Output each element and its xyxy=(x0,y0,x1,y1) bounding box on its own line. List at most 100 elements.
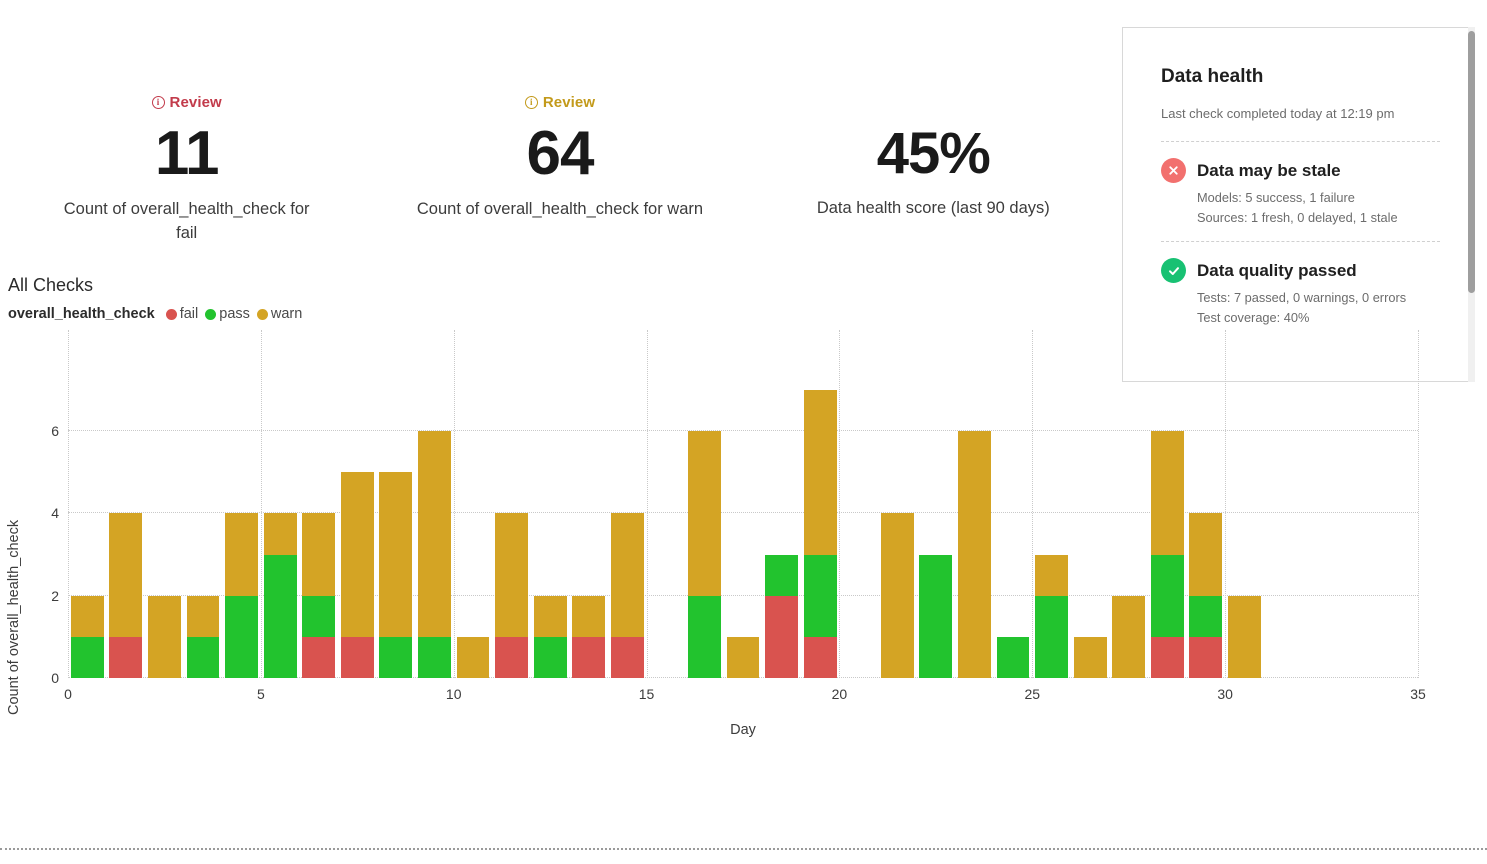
chart-bar-segment-warn[interactable] xyxy=(572,595,606,637)
chart-bar-segment-warn[interactable] xyxy=(688,431,721,596)
chart-bar[interactable] xyxy=(70,595,104,678)
kpi-warn-review-badge[interactable]: i Review xyxy=(524,94,595,111)
data-health-panel: Data health Last check completed today a… xyxy=(1122,27,1474,382)
chart-bar-segment-warn[interactable] xyxy=(1150,431,1184,555)
x-tick-label: 15 xyxy=(638,686,655,702)
chart-bar[interactable] xyxy=(379,472,413,678)
chart-bar[interactable] xyxy=(958,431,991,678)
chart-bar[interactable] xyxy=(919,554,953,678)
chart-bar-segment-fail[interactable] xyxy=(572,636,606,678)
chart-bar-segment-pass[interactable] xyxy=(996,636,1030,678)
chart-bar[interactable] xyxy=(109,513,143,678)
chart-bar-segment-fail[interactable] xyxy=(765,595,798,678)
scrollbar-thumb[interactable] xyxy=(1468,31,1475,293)
chart-bar-segment-fail[interactable] xyxy=(302,636,336,678)
chart-bar-segment-warn[interactable] xyxy=(610,513,644,637)
chart-bar-segment-pass[interactable] xyxy=(688,595,721,678)
chart-bar-segment-warn[interactable] xyxy=(263,513,297,555)
y-axis-title: Count of overall_health_check xyxy=(6,519,22,715)
chart-bar[interactable] xyxy=(1073,636,1107,678)
chart-bar-segment-fail[interactable] xyxy=(610,636,644,678)
chart-bar-segment-warn[interactable] xyxy=(880,513,914,678)
chart-bar[interactable] xyxy=(610,513,644,678)
x-tick-label: 25 xyxy=(1024,686,1041,702)
legend-field-name: overall_health_check xyxy=(8,306,155,322)
kpi-fail-review-badge[interactable]: i Review xyxy=(151,94,222,111)
chart-bar[interactable] xyxy=(765,554,798,678)
chart-title: All Checks xyxy=(8,275,94,295)
chart-bar-segment-pass[interactable] xyxy=(302,595,336,637)
chart-bar[interactable] xyxy=(1112,595,1146,678)
y-tick-label: 6 xyxy=(51,423,59,440)
chart-bar-segment-warn[interactable] xyxy=(495,513,528,637)
chart-bar-segment-warn[interactable] xyxy=(1112,595,1146,678)
chart-bar-segment-warn[interactable] xyxy=(109,513,143,637)
chart-bar[interactable] xyxy=(302,513,336,678)
chart-bar-segment-warn[interactable] xyxy=(803,390,837,555)
chart-bar-segment-warn[interactable] xyxy=(958,431,991,678)
x-gridline xyxy=(260,330,262,678)
chart-bar-segment-pass[interactable] xyxy=(186,636,220,678)
chart-bar-segment-fail[interactable] xyxy=(109,636,143,678)
chart-bar-segment-warn[interactable] xyxy=(533,595,567,637)
chart-bar-segment-warn[interactable] xyxy=(1228,595,1261,678)
chart-bar-segment-pass[interactable] xyxy=(1150,554,1184,637)
chart-bar[interactable] xyxy=(996,636,1030,678)
health-item-detail: Test coverage: 40% xyxy=(1197,310,1310,325)
chart-bar-segment-fail[interactable] xyxy=(1189,636,1223,678)
chart-bar[interactable] xyxy=(533,595,567,678)
chart-bar-segment-warn[interactable] xyxy=(456,636,490,678)
chart-bar[interactable] xyxy=(225,513,258,678)
chart-bar-segment-pass[interactable] xyxy=(533,636,567,678)
chart-bar[interactable] xyxy=(803,390,837,678)
chart-bar-segment-warn[interactable] xyxy=(418,431,451,637)
chart-bar-segment-fail[interactable] xyxy=(340,636,374,678)
kpi-health-score-label: Data health score (last 90 days) xyxy=(816,198,1050,217)
chart-bar-segment-fail[interactable] xyxy=(495,636,528,678)
chart-bar[interactable] xyxy=(1035,554,1068,678)
chart-bar-segment-warn[interactable] xyxy=(186,595,220,637)
chart-bar-segment-warn[interactable] xyxy=(225,513,258,596)
chart-bar[interactable] xyxy=(1228,595,1261,678)
chart-bar[interactable] xyxy=(418,431,451,678)
chart-bar[interactable] xyxy=(726,636,760,678)
chart-bar[interactable] xyxy=(340,472,374,678)
chart-bar-segment-warn[interactable] xyxy=(726,636,760,678)
chart-bar-segment-warn[interactable] xyxy=(1189,513,1223,596)
chart-bar-segment-warn[interactable] xyxy=(379,472,413,637)
chart-bar-segment-pass[interactable] xyxy=(418,636,451,678)
chart-bar-segment-pass[interactable] xyxy=(225,595,258,678)
chart-bar[interactable] xyxy=(263,513,297,678)
chart-bar-segment-warn[interactable] xyxy=(302,513,336,596)
chart-bar[interactable] xyxy=(148,595,181,678)
chart-bar-segment-pass[interactable] xyxy=(379,636,413,678)
chart-bar-segment-fail[interactable] xyxy=(1150,636,1184,678)
chart-bar[interactable] xyxy=(1189,513,1223,678)
chart-bar[interactable] xyxy=(688,431,721,678)
chart-bar[interactable] xyxy=(495,513,528,678)
health-panel-scrollbar[interactable] xyxy=(1468,27,1475,382)
x-gridline xyxy=(1418,330,1419,678)
chart-bar-segment-pass[interactable] xyxy=(263,554,297,678)
chart-bar-segment-warn[interactable] xyxy=(148,595,181,678)
chart-bar-segment-warn[interactable] xyxy=(70,595,104,637)
chart-bar-segment-pass[interactable] xyxy=(803,554,837,637)
chart-bar-segment-warn[interactable] xyxy=(340,472,374,637)
chart-bar-segment-pass[interactable] xyxy=(919,554,953,678)
chart-bar-segment-warn[interactable] xyxy=(1073,636,1107,678)
chart-bar[interactable] xyxy=(456,636,490,678)
chart-bar[interactable] xyxy=(1150,431,1184,678)
chart-bar-segment-pass[interactable] xyxy=(765,554,798,596)
chart-bar[interactable] xyxy=(880,513,914,678)
chart-bar[interactable] xyxy=(572,595,606,678)
chart-bar-segment-pass[interactable] xyxy=(1035,595,1068,678)
chart-bar-segment-pass[interactable] xyxy=(1189,595,1223,637)
chart-bar-segment-pass[interactable] xyxy=(70,636,104,678)
legend-item-pass[interactable]: pass xyxy=(205,306,250,322)
chart-bar-segment-fail[interactable] xyxy=(803,636,837,678)
legend-item-fail[interactable]: fail xyxy=(165,306,198,322)
legend-item-warn[interactable]: warn xyxy=(256,306,303,322)
legend-label: warn xyxy=(270,306,303,322)
chart-bar[interactable] xyxy=(186,595,220,678)
chart-bar-segment-warn[interactable] xyxy=(1035,554,1068,596)
